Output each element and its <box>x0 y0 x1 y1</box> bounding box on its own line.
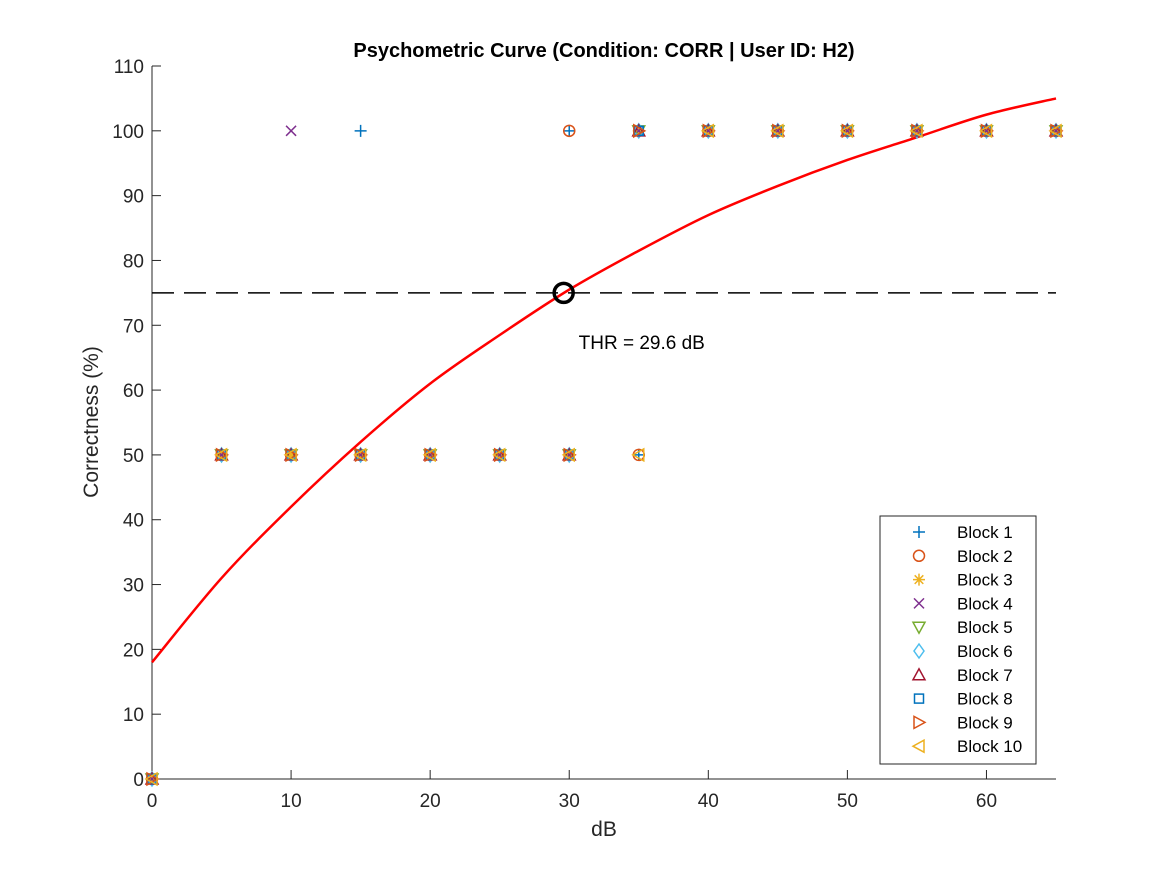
threshold-annotation: THR = 29.6 dB <box>579 333 705 354</box>
legend-marker-block-9 <box>913 715 927 730</box>
legend-label-block-1: Block 1 <box>957 523 1013 542</box>
y-tick-label: 10 <box>123 705 144 726</box>
data-point-block-6 <box>1050 122 1062 140</box>
data-point-block-2 <box>562 124 576 138</box>
legend-label-block-7: Block 7 <box>957 666 1013 685</box>
data-point-block-6 <box>215 446 228 464</box>
data-point-block-10 <box>144 771 158 787</box>
y-tick-label: 40 <box>123 511 144 532</box>
fit-curve-line <box>151 97 1057 664</box>
x-tick-label: 30 <box>559 791 580 812</box>
legend-marker-block-4 <box>913 597 925 609</box>
x-tick-label: 50 <box>837 791 858 812</box>
data-point-block-9 <box>633 123 647 139</box>
legend-label-block-2: Block 2 <box>957 547 1013 566</box>
data-point-block-6 <box>424 446 437 464</box>
legend-label-block-8: Block 8 <box>957 690 1013 709</box>
data-point-block-10 <box>631 447 645 463</box>
data-point-block-1 <box>563 124 576 137</box>
data-point-block-6 <box>285 446 297 464</box>
x-tick-label: 20 <box>420 791 441 812</box>
data-point-block-10 <box>283 447 297 463</box>
legend-label-block-6: Block 6 <box>957 642 1013 661</box>
data-point-block-6 <box>841 122 854 140</box>
y-tick-label: 60 <box>123 381 144 402</box>
y-tick-label: 80 <box>123 251 144 272</box>
legend-marker-block-8 <box>913 693 925 704</box>
data-point-block-10 <box>1048 123 1062 139</box>
data-point-block-10 <box>978 123 993 139</box>
y-tick-label: 50 <box>123 446 144 467</box>
data-point-block-10 <box>770 123 784 139</box>
data-point-block-10 <box>422 447 436 463</box>
data-point-block-10 <box>353 447 367 463</box>
data-point-block-10 <box>492 447 506 463</box>
legend-label-block-3: Block 3 <box>957 571 1013 590</box>
data-point-block-6 <box>980 122 993 140</box>
data-point-block-6 <box>354 446 367 464</box>
data-point-block-10 <box>213 447 228 463</box>
legend-label-block-5: Block 5 <box>957 618 1013 637</box>
y-tick-label: 90 <box>123 187 144 208</box>
data-point-block-6 <box>911 122 923 140</box>
x-tick-label: 0 <box>147 791 158 812</box>
legend-box <box>879 515 1037 765</box>
legend-label-block-4: Block 4 <box>957 594 1013 613</box>
legend-marker-block-10 <box>911 738 925 754</box>
data-point-block-6 <box>146 770 158 788</box>
y-tick-label: 0 <box>133 770 144 791</box>
legend-label-block-10: Block 10 <box>957 737 1022 756</box>
x-tick-label: 10 <box>281 791 302 812</box>
x-tick-label: 40 <box>698 791 719 812</box>
y-tick-label: 20 <box>123 640 144 661</box>
y-tick-label: 110 <box>114 57 144 78</box>
data-point-block-10 <box>700 123 715 139</box>
data-point-block-6 <box>563 446 576 464</box>
y-tick-label: 100 <box>112 122 144 143</box>
data-point-block-10 <box>839 123 854 139</box>
data-point-block-3 <box>285 448 298 461</box>
data-point-block-6 <box>771 122 784 140</box>
legend-marker-block-2 <box>912 549 926 563</box>
data-point-block-6 <box>632 122 645 140</box>
data-point-block-4 <box>285 125 297 137</box>
x-tick-label: 60 <box>976 791 997 812</box>
legend-marker-block-1 <box>913 526 925 538</box>
threshold-marker <box>552 281 575 305</box>
legend-marker-block-5 <box>911 621 927 635</box>
legend: Block 1 Block 2 Block 3 Block 4 Block 5 Block… <box>879 515 1037 765</box>
y-axis-label: Correctness (%) <box>80 346 103 498</box>
data-point-block-10 <box>561 447 575 463</box>
legend-marker-block-7 <box>911 667 927 681</box>
data-point-block-10 <box>909 123 923 139</box>
data-point-block-6 <box>493 446 506 464</box>
data-point-block-1 <box>354 124 367 137</box>
legend-marker-block-3 <box>913 573 925 586</box>
x-axis-label: dB <box>591 818 617 841</box>
legend-label-block-9: Block 9 <box>957 713 1013 732</box>
data-point-block-6 <box>702 122 715 140</box>
y-tick-label: 70 <box>123 316 144 337</box>
y-tick-label: 30 <box>123 576 144 597</box>
legend-marker-block-6 <box>913 642 925 660</box>
chart-title: Psychometric Curve (Condition: CORR | Us… <box>353 40 854 62</box>
plot-area: 0 10 20 30 40 50 60 70 80 90 100 110 0 10 20 30 40 50 60 TH… <box>112 57 1064 812</box>
